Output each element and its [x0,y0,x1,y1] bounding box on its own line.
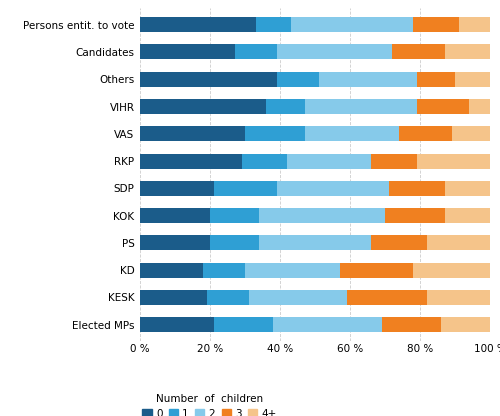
Bar [304,99,416,114]
Bar [444,45,490,59]
Bar [140,290,206,305]
Bar [371,154,416,168]
Bar [392,45,444,59]
Bar [427,290,490,305]
Bar [455,72,490,87]
Bar [444,208,490,223]
Bar [256,17,290,32]
Bar [458,17,490,32]
Bar [140,17,256,32]
Bar [413,17,459,32]
Bar [259,208,385,223]
Bar [273,317,382,332]
Bar [245,126,304,141]
Bar [140,45,234,59]
Bar [318,72,416,87]
Bar [346,290,427,305]
Bar [276,181,388,196]
Bar [140,262,203,278]
Bar [234,45,277,59]
Bar [203,262,245,278]
Bar [452,126,490,141]
Bar [248,290,346,305]
Bar [140,235,210,250]
Bar [469,99,490,114]
Bar [290,17,413,32]
Bar [140,181,214,196]
Bar [214,317,273,332]
Bar [287,154,371,168]
Bar [416,72,455,87]
Bar [416,99,469,114]
Bar [140,208,210,223]
Bar [245,262,340,278]
Bar [259,235,371,250]
Bar [413,262,490,278]
Bar [371,235,427,250]
Bar [140,72,276,87]
Bar [140,126,245,141]
Bar [444,181,490,196]
Bar [242,154,287,168]
Bar [416,154,490,168]
Bar [385,208,444,223]
Bar [399,126,452,141]
Bar [276,45,392,59]
Bar [210,235,259,250]
Bar [140,99,266,114]
Bar [340,262,413,278]
Bar [388,181,444,196]
Bar [140,317,214,332]
Bar [304,126,399,141]
Bar [206,290,248,305]
Bar [214,181,276,196]
Bar [140,154,242,168]
Bar [382,317,441,332]
Legend: 0, 1, 2, 3, 4+: 0, 1, 2, 3, 4+ [138,390,281,416]
Bar [210,208,259,223]
Bar [441,317,490,332]
Bar [427,235,490,250]
Bar [266,99,304,114]
Bar [276,72,318,87]
